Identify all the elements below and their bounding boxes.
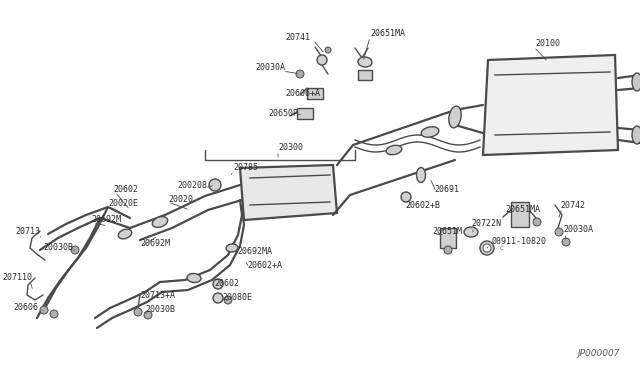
Text: C: C bbox=[500, 246, 504, 250]
Circle shape bbox=[144, 311, 152, 319]
Text: 207110: 207110 bbox=[2, 273, 32, 282]
Text: 20602+A: 20602+A bbox=[247, 260, 282, 269]
Text: 20691: 20691 bbox=[434, 185, 459, 193]
Text: 20713: 20713 bbox=[15, 227, 40, 235]
Bar bbox=[358, 70, 372, 80]
Text: JP000007: JP000007 bbox=[577, 349, 620, 358]
Text: 20651MA: 20651MA bbox=[370, 29, 405, 38]
Circle shape bbox=[213, 279, 223, 289]
Circle shape bbox=[296, 70, 304, 78]
Ellipse shape bbox=[358, 57, 372, 67]
Text: 20602+B: 20602+B bbox=[405, 201, 440, 209]
Text: 20100: 20100 bbox=[535, 39, 560, 48]
Ellipse shape bbox=[118, 229, 132, 239]
Circle shape bbox=[317, 55, 327, 65]
Circle shape bbox=[562, 238, 570, 246]
Circle shape bbox=[134, 308, 142, 316]
Text: 20606: 20606 bbox=[13, 302, 38, 311]
Bar bbox=[307, 88, 323, 99]
Ellipse shape bbox=[632, 126, 640, 144]
Circle shape bbox=[224, 296, 232, 304]
Circle shape bbox=[209, 179, 221, 191]
Ellipse shape bbox=[417, 167, 426, 183]
Text: 20650P: 20650P bbox=[268, 109, 298, 118]
Text: 20606+A: 20606+A bbox=[285, 89, 320, 97]
Text: 20080E: 20080E bbox=[222, 294, 252, 302]
Text: 20300: 20300 bbox=[278, 144, 303, 153]
Circle shape bbox=[71, 246, 79, 254]
Polygon shape bbox=[483, 55, 618, 155]
Ellipse shape bbox=[152, 217, 168, 227]
Text: 20602: 20602 bbox=[214, 279, 239, 288]
Text: 20722N: 20722N bbox=[471, 219, 501, 228]
Circle shape bbox=[401, 192, 411, 202]
Text: 20020E: 20020E bbox=[108, 199, 138, 208]
Text: 20030B: 20030B bbox=[145, 305, 175, 314]
Text: 20651MA: 20651MA bbox=[505, 205, 540, 215]
Text: 20020: 20020 bbox=[168, 195, 193, 203]
Circle shape bbox=[50, 310, 58, 318]
Text: 200208: 200208 bbox=[177, 180, 207, 189]
Text: 20602: 20602 bbox=[113, 185, 138, 193]
Text: 20713+A: 20713+A bbox=[140, 291, 175, 299]
Circle shape bbox=[533, 218, 541, 226]
Ellipse shape bbox=[464, 227, 478, 237]
Text: 20030A: 20030A bbox=[255, 64, 285, 73]
Circle shape bbox=[325, 47, 331, 53]
Text: 20692MA: 20692MA bbox=[237, 247, 272, 256]
Text: 20030B: 20030B bbox=[43, 244, 73, 253]
Bar bbox=[440, 228, 456, 248]
Ellipse shape bbox=[386, 145, 402, 155]
Bar bbox=[297, 108, 313, 119]
Circle shape bbox=[213, 293, 223, 303]
Text: 08911-10820: 08911-10820 bbox=[492, 237, 547, 247]
Circle shape bbox=[483, 244, 491, 252]
Ellipse shape bbox=[632, 73, 640, 91]
Text: 20785: 20785 bbox=[233, 164, 258, 173]
Circle shape bbox=[555, 228, 563, 236]
Text: 20692M: 20692M bbox=[140, 238, 170, 247]
Bar bbox=[511, 202, 529, 227]
Text: 20741: 20741 bbox=[285, 32, 310, 42]
Circle shape bbox=[40, 306, 48, 314]
Ellipse shape bbox=[449, 106, 461, 128]
Polygon shape bbox=[240, 165, 337, 220]
Circle shape bbox=[444, 246, 452, 254]
Text: 20692M: 20692M bbox=[91, 215, 121, 224]
Ellipse shape bbox=[226, 244, 238, 252]
Ellipse shape bbox=[187, 273, 201, 282]
Text: 20742: 20742 bbox=[560, 201, 585, 209]
Ellipse shape bbox=[421, 127, 439, 137]
Text: 20651M: 20651M bbox=[432, 227, 462, 235]
Circle shape bbox=[480, 241, 494, 255]
Text: 20030A: 20030A bbox=[563, 225, 593, 234]
